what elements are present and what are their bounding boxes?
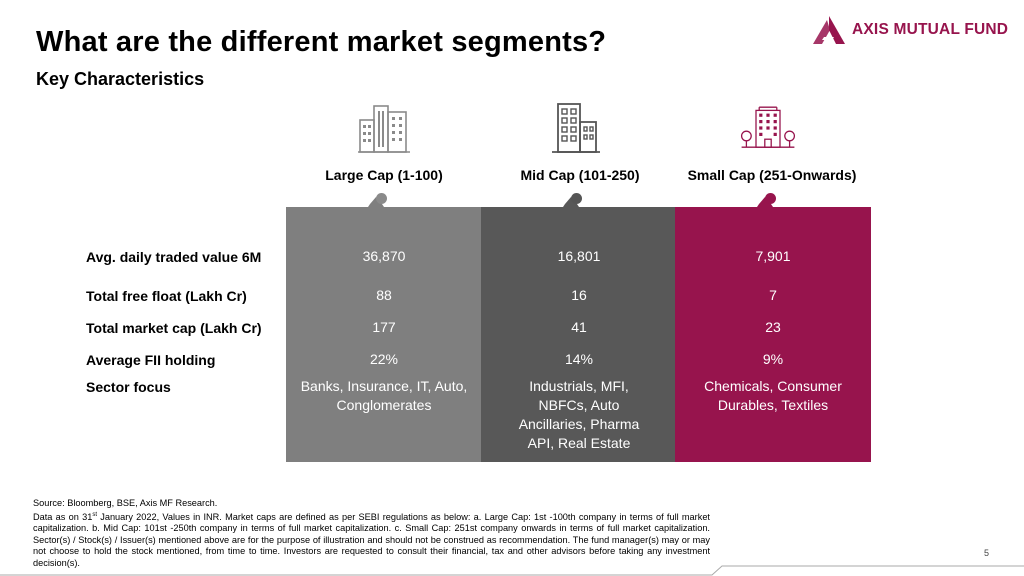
row-label-sector-focus: Sector focus (86, 379, 171, 395)
large-cap-marker (376, 193, 387, 204)
axis-logo-icon (813, 16, 845, 44)
small-building-trees-icon (740, 106, 796, 148)
page-number: 5 (984, 548, 990, 558)
cell-mid-market-cap: 41 (571, 319, 587, 335)
column-heading-mid-cap: Mid Cap (101-250) (520, 167, 640, 183)
small-cap-marker (765, 193, 776, 204)
row-label-avg-daily-traded: Avg. daily traded value 6M (86, 249, 262, 265)
cell-small-sector: Chemicals, Consumer Durables, Textiles (704, 378, 842, 413)
cell-small-fii: 9% (762, 351, 784, 367)
mid-cap-column (481, 207, 677, 462)
cell-small-free-float: 7 (769, 287, 777, 303)
cell-large-fii: 22% (369, 351, 399, 367)
slide-title: What are the different market segments? (36, 26, 607, 58)
mid-cap-marker (571, 193, 582, 204)
large-building-icon (358, 105, 410, 153)
cell-large-free-float: 88 (376, 287, 392, 303)
slide-subtitle: Key Characteristics (36, 69, 205, 89)
row-label-market-cap: Total market cap (Lakh Cr) (86, 320, 262, 336)
cell-large-avg-traded: 36,870 (362, 248, 406, 264)
footnote-source: Source: Bloomberg, BSE, Axis MF Research… (33, 498, 218, 508)
footnote-disclaimer-text: January 2022, Values in INR. Market caps… (33, 511, 710, 569)
small-cap-column (675, 207, 871, 462)
footnote-date-suffix: st (92, 511, 97, 518)
column-notches (368, 197, 773, 207)
footnote-disclaimer: Data as on 31st January 2022, Values in … (33, 510, 710, 570)
footnote-date-prefix: Data as on 31 (33, 511, 93, 522)
large-cap-column (286, 207, 482, 462)
logo-text: AXIS MUTUAL FUND (852, 21, 1009, 38)
cell-large-sector: Banks, Insurance, IT, Auto, Conglomerate… (300, 378, 468, 413)
footnote: Source: Bloomberg, BSE, Axis MF Research… (33, 498, 710, 570)
cell-mid-avg-traded: 16,801 (557, 248, 601, 264)
cell-mid-free-float: 16 (571, 287, 587, 303)
column-heading-large-cap: Large Cap (1-100) (325, 167, 443, 183)
cell-small-market-cap: 23 (765, 319, 781, 335)
row-label-free-float: Total free float (Lakh Cr) (86, 288, 247, 304)
row-label-fii-holding: Average FII holding (86, 352, 216, 368)
footer-divider (0, 565, 1024, 576)
cell-mid-sector: Industrials, MFI, NBFCs, Auto Ancillarie… (518, 378, 640, 451)
cell-small-avg-traded: 7,901 (755, 248, 791, 264)
cell-large-market-cap: 177 (372, 319, 396, 335)
column-heading-small-cap: Small Cap (251-Onwards) (687, 167, 857, 183)
mid-building-icon (552, 103, 600, 153)
axis-mutual-fund-logo: AXIS MUTUAL FUND (812, 15, 1008, 45)
cell-mid-fii: 14% (564, 351, 594, 367)
